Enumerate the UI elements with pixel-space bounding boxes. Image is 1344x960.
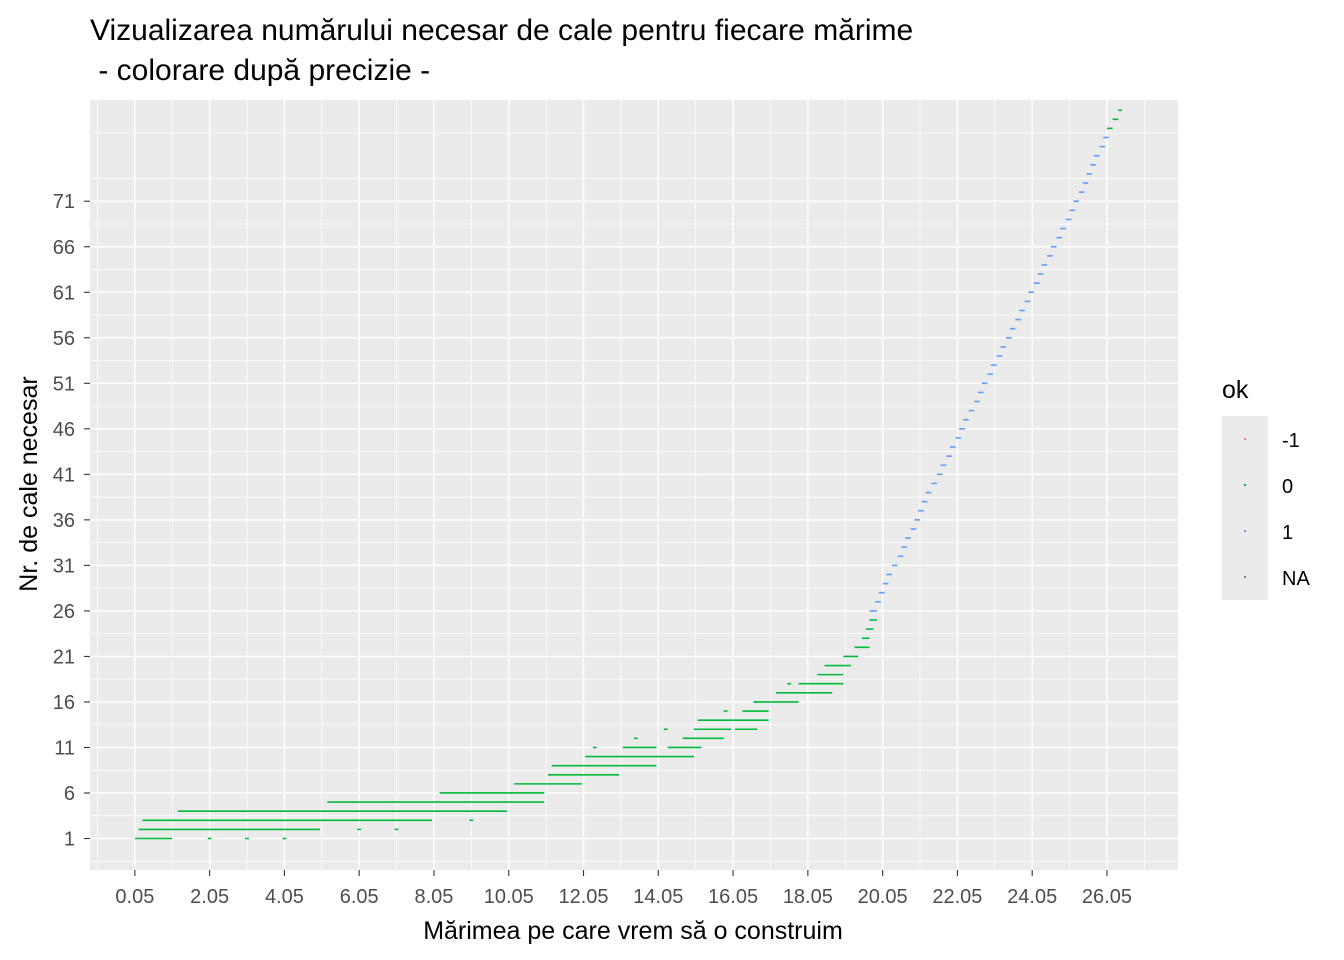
legend-label: 0 <box>1282 476 1293 498</box>
y-axis-title: Nr. de cale necesar <box>15 376 43 591</box>
x-tick-label: 24.05 <box>1007 886 1057 908</box>
y-tick-label: 21 <box>53 646 75 668</box>
y-tick-label: 26 <box>53 601 75 623</box>
legend-label: 1 <box>1282 522 1293 544</box>
x-tick-label: 4.05 <box>265 886 304 908</box>
y-tick-label: 51 <box>53 373 75 395</box>
legend: ok -1 0 1 NA <box>1222 376 1310 600</box>
x-axis: 0.05 2.05 4.05 6.05 8.05 10.05 12.05 14.05 16.05… <box>115 870 1132 908</box>
y-tick-label: 36 <box>53 510 75 532</box>
x-tick-label: 12.05 <box>558 886 608 908</box>
x-tick-label: 10.05 <box>484 886 534 908</box>
legend-key <box>1244 530 1246 532</box>
x-tick-label: 26.05 <box>1082 886 1132 908</box>
x-axis-title: Mărimea pe care vrem să o construim <box>423 917 843 945</box>
y-tick-label: 71 <box>53 191 75 213</box>
y-tick-label: 16 <box>53 692 75 714</box>
y-tick-label: 6 <box>64 783 75 805</box>
y-tick-label: 46 <box>53 419 75 441</box>
panel-background <box>90 100 1178 870</box>
x-tick-label: 22.05 <box>932 886 982 908</box>
data-marks <box>134 109 1122 840</box>
legend-title: ok <box>1222 376 1249 404</box>
y-tick-label: 61 <box>53 282 75 304</box>
y-tick-label: 11 <box>54 737 75 759</box>
legend-key <box>1244 576 1246 578</box>
legend-label: NA <box>1282 568 1310 590</box>
legend-key-background <box>1222 416 1268 600</box>
chart-title-line1: Vizualizarea numărului necesar de cale p… <box>90 14 913 47</box>
plot-panel <box>90 100 1178 870</box>
x-tick-label: 0.05 <box>115 886 154 908</box>
y-tick-label: 31 <box>53 555 75 577</box>
x-tick-label: 20.05 <box>858 886 908 908</box>
chart-title-line2: - colorare după precizie - <box>90 54 430 87</box>
x-tick-label: 8.05 <box>415 886 454 908</box>
legend-label: -1 <box>1282 430 1300 452</box>
y-tick-label: 56 <box>53 328 75 350</box>
x-tick-label: 6.05 <box>340 886 379 908</box>
y-tick-label: 1 <box>64 829 75 851</box>
y-tick-label: 66 <box>53 237 75 259</box>
legend-key <box>1244 484 1246 486</box>
x-tick-label: 14.05 <box>633 886 683 908</box>
x-tick-label: 18.05 <box>783 886 833 908</box>
x-tick-label: 16.05 <box>708 886 758 908</box>
legend-items: -1 0 1 NA <box>1244 430 1310 590</box>
grid-lines <box>90 100 1178 870</box>
legend-key <box>1244 438 1246 440</box>
y-tick-label: 41 <box>53 464 75 486</box>
x-tick-label: 2.05 <box>190 886 229 908</box>
